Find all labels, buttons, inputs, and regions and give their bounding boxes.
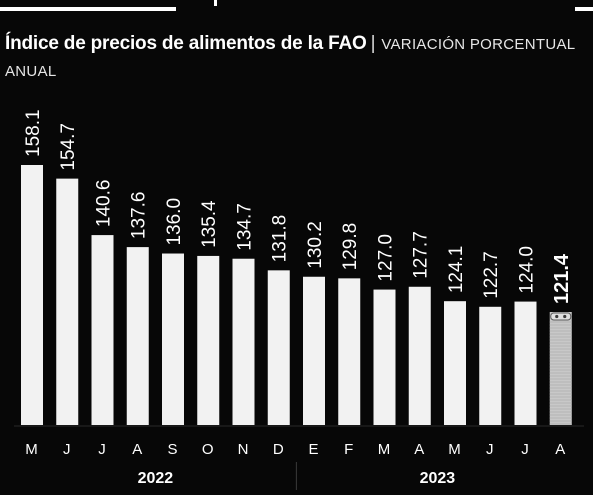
value-label: 127.7 — [411, 231, 432, 279]
bar — [126, 247, 149, 425]
bar — [21, 165, 43, 425]
bar-highlight-group — [549, 312, 572, 425]
month-label: A — [132, 441, 143, 458]
bar — [162, 253, 184, 425]
bar — [479, 306, 502, 425]
bar — [373, 289, 396, 425]
month-label: M — [448, 441, 462, 458]
bar-cap-dot — [555, 314, 559, 319]
bar — [56, 178, 79, 425]
year-label: 2022 — [138, 470, 174, 487]
header-rule-right — [575, 7, 593, 11]
month-label: F — [344, 441, 354, 458]
value-label: 121.4 — [551, 253, 573, 304]
bar — [197, 255, 220, 425]
header-rule-tick — [214, 0, 217, 6]
month-label: J — [521, 441, 530, 458]
bar — [232, 258, 255, 425]
month-label: J — [486, 441, 495, 458]
month-label: J — [98, 441, 107, 458]
month-label: D — [273, 441, 285, 458]
value-label: 131.8 — [270, 215, 291, 263]
value-label: 135.4 — [199, 200, 220, 248]
title-separator: | — [370, 33, 376, 54]
month-label: A — [414, 441, 425, 458]
month-label: J — [63, 441, 72, 458]
bar-cap-marker — [550, 312, 572, 321]
value-label: 127.0 — [376, 234, 397, 282]
value-label: 124.1 — [446, 246, 467, 294]
month-label: A — [555, 441, 566, 458]
value-label: 134.7 — [235, 203, 256, 251]
bar — [514, 301, 537, 425]
header-rule — [0, 0, 593, 14]
month-label: M — [25, 441, 39, 458]
month-label: S — [167, 441, 178, 458]
month-label: O — [202, 441, 215, 458]
bar — [408, 286, 431, 425]
value-label: 158.1 — [23, 109, 44, 157]
value-label: 136.0 — [164, 198, 185, 246]
value-label: 130.2 — [305, 221, 326, 269]
value-label: 122.7 — [481, 251, 502, 299]
month-label: M — [378, 441, 392, 458]
bar — [338, 278, 361, 425]
bar-cap-dot — [563, 314, 567, 319]
month-label: E — [308, 441, 319, 458]
bar — [267, 270, 290, 425]
value-label: 129.8 — [340, 223, 361, 271]
chart-title: Índice de precios de alimentos de la FAO — [5, 33, 367, 54]
bar — [444, 301, 466, 425]
chart-subtitle: VARIACIÓN PORCENTUAL ANUAL — [5, 36, 575, 80]
year-label: 2023 — [420, 470, 456, 487]
header-rule-bar — [0, 7, 176, 11]
bar — [549, 312, 572, 425]
value-label: 154.7 — [58, 123, 79, 171]
bar — [91, 235, 114, 425]
month-label: N — [238, 441, 250, 458]
chart-title-block: Índice de precios de alimentos de la FAO… — [5, 31, 588, 85]
bar — [303, 276, 325, 425]
value-label: 137.6 — [129, 192, 150, 240]
value-label: 140.6 — [94, 180, 115, 228]
value-label: 124.0 — [517, 246, 538, 294]
